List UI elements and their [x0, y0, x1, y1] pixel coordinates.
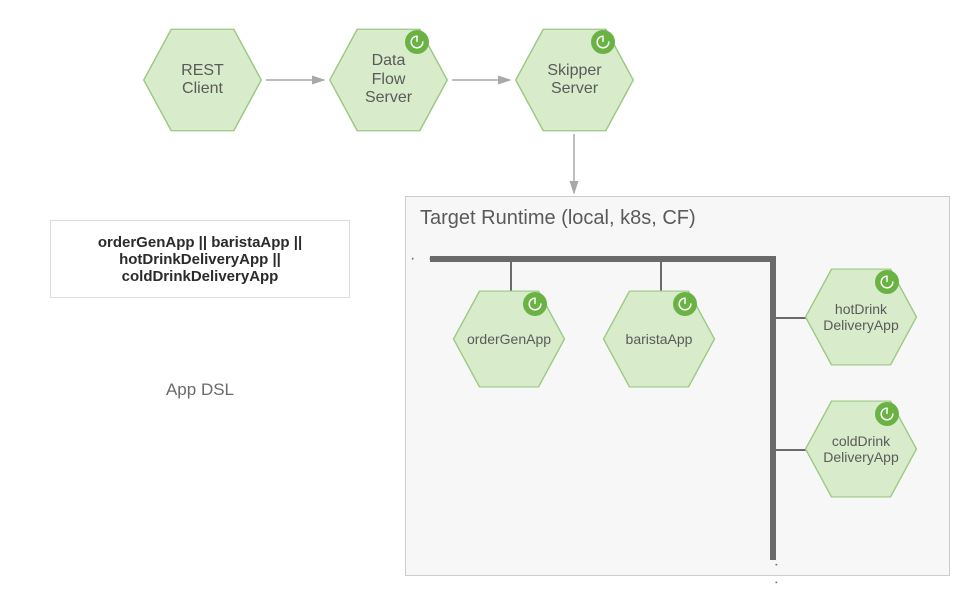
hex-label: DataFlowServer — [365, 52, 412, 107]
spring-icon — [673, 292, 697, 316]
app-dsl-box: orderGenApp || baristaApp || hotDrinkDel… — [50, 220, 350, 298]
bus-ellipsis-bottom: · · — [767, 562, 785, 589]
hex-baristaapp: baristaApp — [600, 288, 718, 390]
spring-icon — [875, 270, 899, 294]
bus-horizontal — [430, 256, 776, 262]
spring-icon — [523, 292, 547, 316]
hex-label: hotDrinkDeliveryApp — [823, 301, 898, 333]
arrow-dataflow-to-skipper — [442, 70, 520, 90]
bus-vertical — [770, 256, 776, 560]
arrow-skipper-to-runtime — [564, 124, 584, 203]
spring-icon — [591, 30, 615, 54]
bus-ellipsis-left: · · — [410, 250, 437, 268]
hex-label: coldDrinkDeliveryApp — [823, 433, 898, 465]
app-dsl-label: App DSL — [150, 380, 250, 400]
hex-ordergenapp: orderGenApp — [450, 288, 568, 390]
hex-skipper-server: SkipperServer — [512, 26, 637, 134]
hex-rest-client: RESTClient — [140, 26, 265, 134]
hex-label: SkipperServer — [547, 62, 601, 99]
hex-hotdrinkdeliveryapp: hotDrinkDeliveryApp — [802, 266, 920, 368]
spring-icon — [405, 30, 429, 54]
runtime-title: Target Runtime (local, k8s, CF) — [420, 207, 696, 230]
hex-colddrinkdeliveryapp: coldDrinkDeliveryApp — [802, 398, 920, 500]
hex-label: orderGenApp — [467, 331, 551, 347]
arrow-rest-to-dataflow — [256, 70, 334, 90]
hex-label: baristaApp — [626, 331, 693, 347]
hex-data-flow-server: DataFlowServer — [326, 26, 451, 134]
hex-label: RESTClient — [181, 62, 224, 99]
app-dsl-text: orderGenApp || baristaApp || hotDrinkDel… — [59, 234, 341, 285]
spring-icon — [875, 402, 899, 426]
